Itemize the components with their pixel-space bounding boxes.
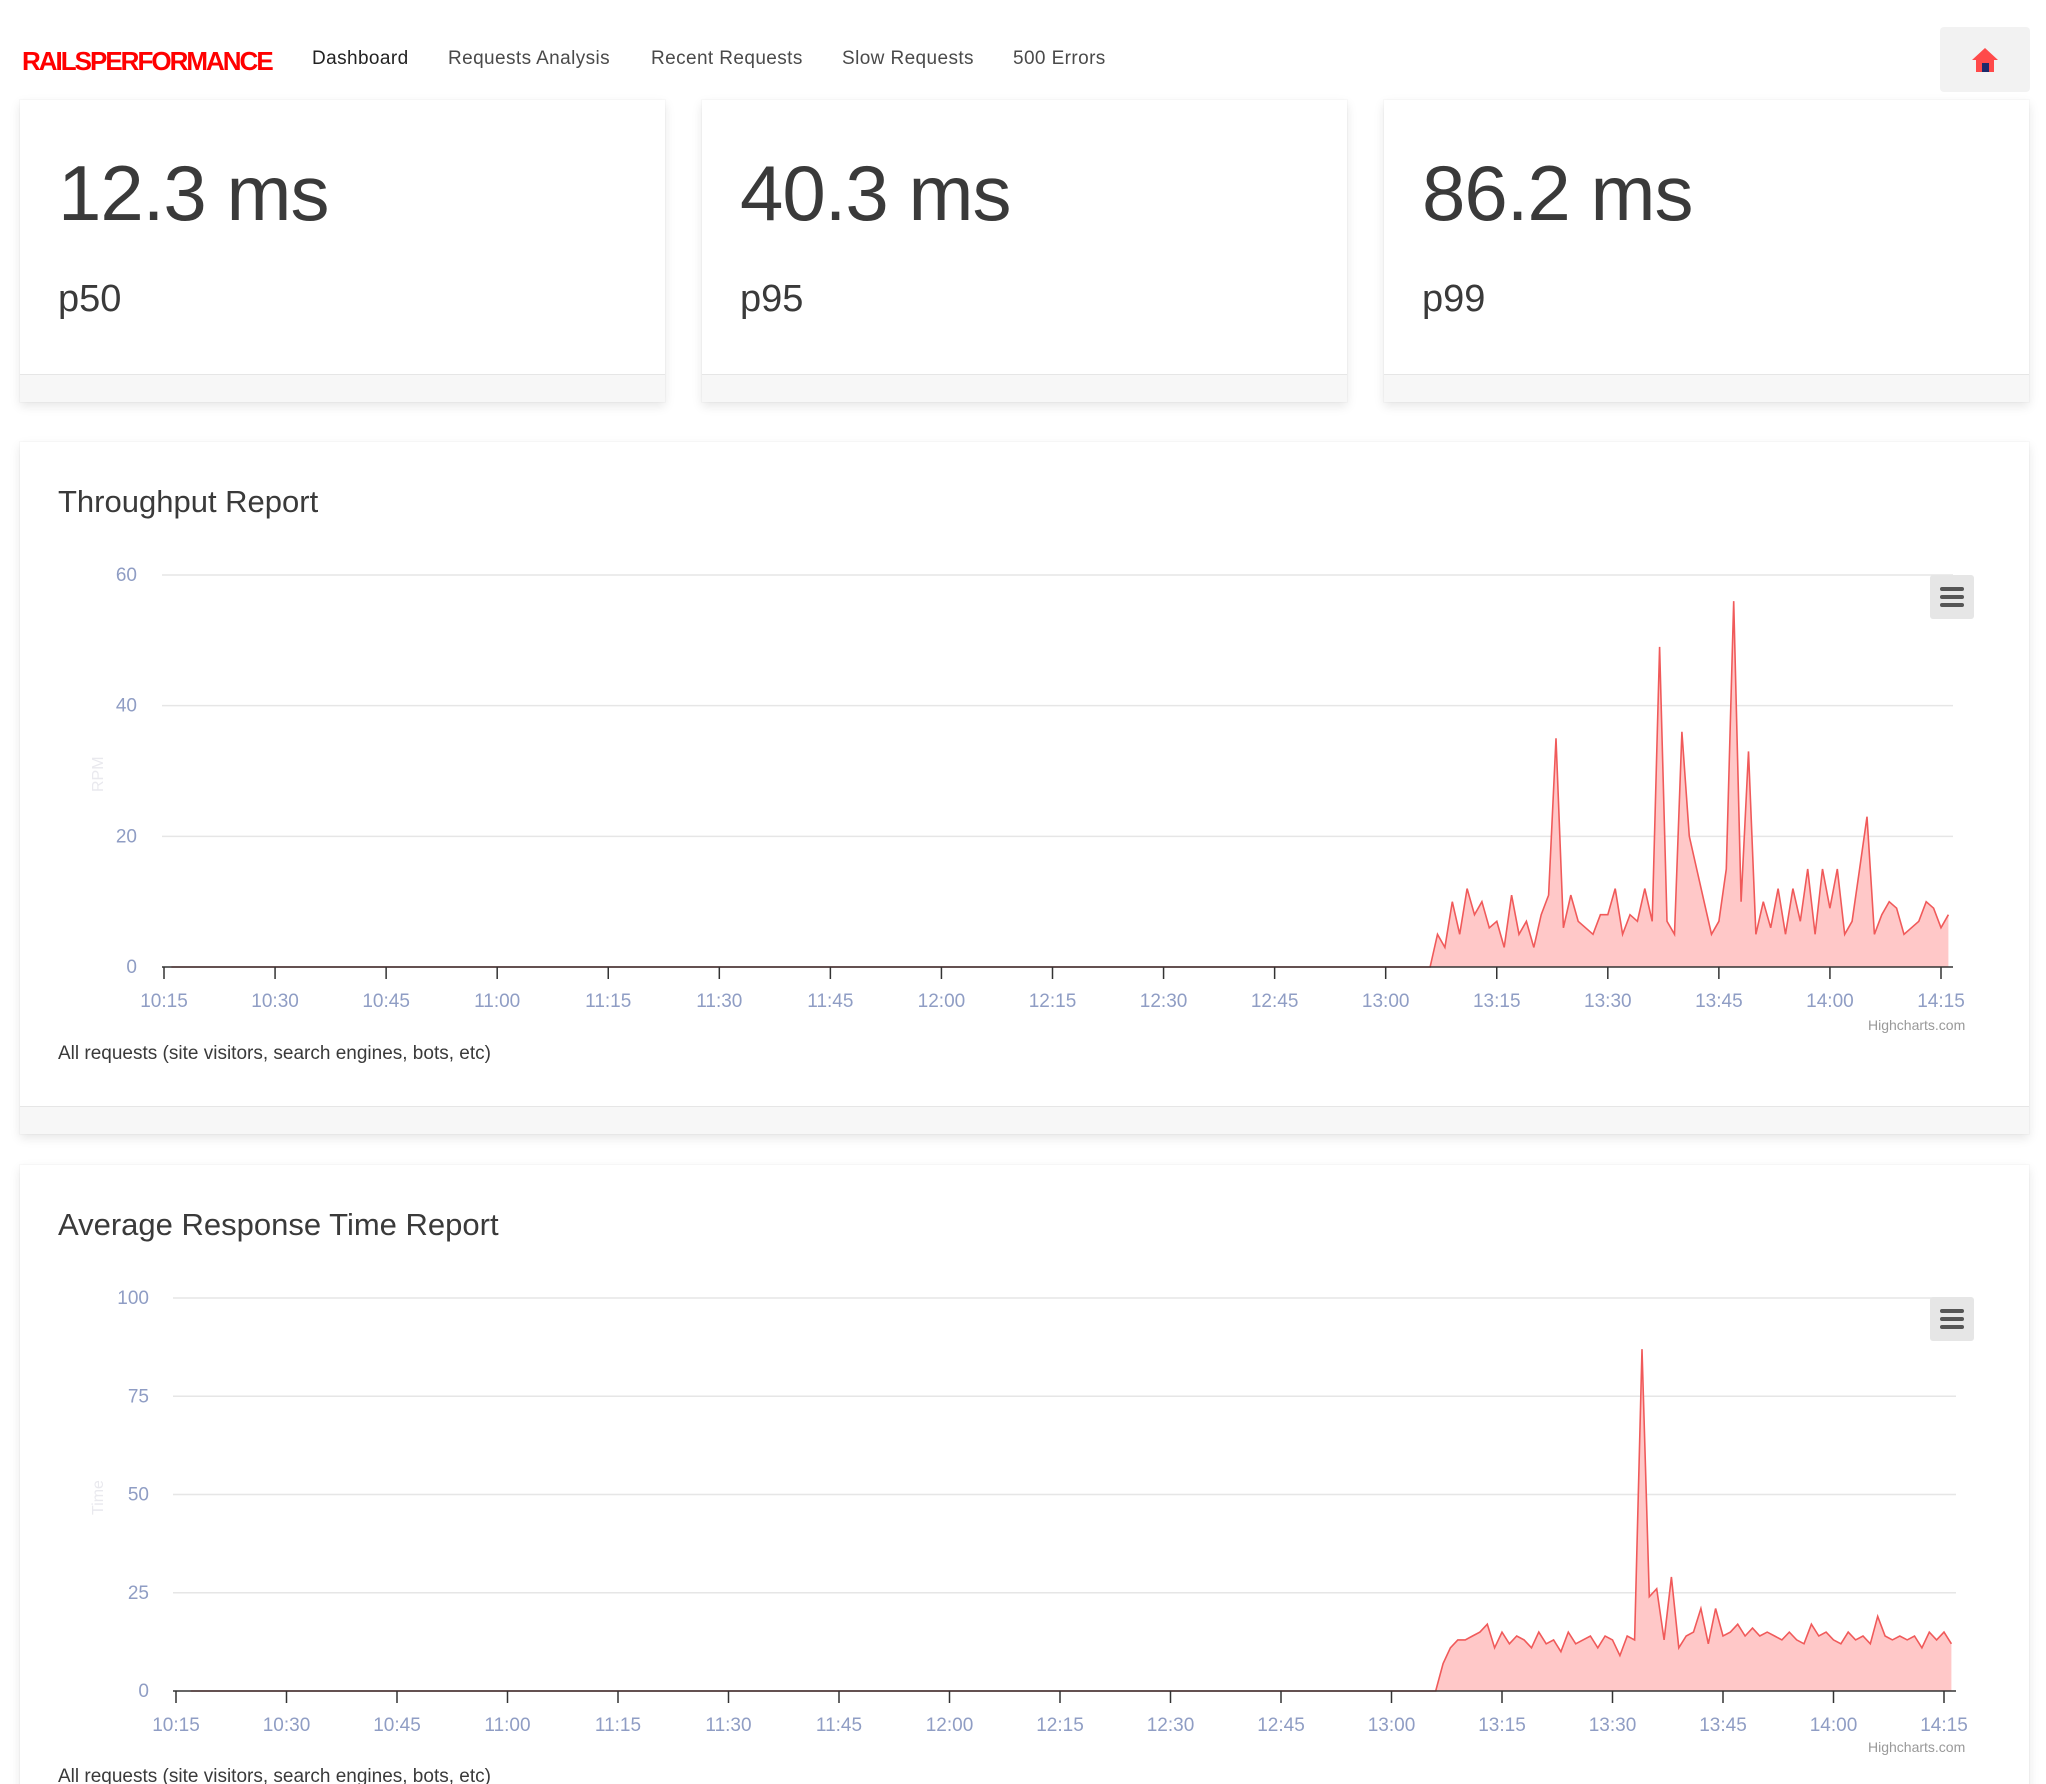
report-caption: All requests (site visitors, search engi… [58, 1043, 491, 1064]
x-tick-label: 12:15 [1029, 991, 1077, 1012]
home-icon [1972, 47, 1998, 72]
response-time-report-card: Average Response Time Report 0 25 50 75 100 1… [20, 1165, 2029, 1784]
menu-icon [1940, 1309, 1964, 1313]
brand-logo[interactable]: RAILSPERFORMANCE [22, 46, 274, 76]
metric-label: p95 [740, 278, 804, 320]
x-tick-label: 13:30 [1584, 991, 1632, 1012]
x-tick-label: 12:00 [926, 1715, 974, 1736]
x-tick-label: 13:30 [1589, 1715, 1637, 1736]
x-tick-label: 11:15 [585, 991, 631, 1012]
x-tick-label: 14:00 [1806, 991, 1854, 1012]
metric-value: 40.3 ms [740, 149, 1011, 237]
x-tick-label: 13:45 [1695, 991, 1743, 1012]
x-tick-label: 11:45 [816, 1715, 862, 1736]
response-time-chart[interactable]: 0 25 50 75 100 10:15 10:30 10:45 11:00 11:15 11:30… [20, 1165, 2029, 1765]
series-area [171, 601, 1949, 967]
x-tick-label: 10:45 [373, 1715, 421, 1736]
card-footer [20, 1106, 2029, 1134]
series-line[interactable] [171, 601, 1950, 968]
nav-recent-requests[interactable]: Recent Requests [651, 48, 803, 69]
x-tick-label: 13:00 [1362, 991, 1410, 1012]
x-tick-label: 10:15 [140, 991, 188, 1012]
report-caption: All requests (site visitors, search engi… [58, 1766, 491, 1784]
menu-icon [1940, 587, 1964, 591]
report-title: Average Response Time Report [58, 1207, 499, 1242]
x-tick-label: 12:30 [1147, 1715, 1195, 1736]
x-tick-label: 11:30 [696, 991, 742, 1012]
chart-credits[interactable]: Highcharts.com [1868, 1017, 1966, 1033]
x-tick-label: 12:45 [1257, 1715, 1305, 1736]
home-button[interactable] [1940, 27, 2030, 92]
series-line[interactable] [190, 1349, 1953, 1692]
y-tick-label: 75 [128, 1386, 149, 1407]
x-tick-label: 13:15 [1478, 1715, 1526, 1736]
metric-value: 12.3 ms [58, 149, 329, 237]
x-tick-label: 13:00 [1368, 1715, 1416, 1736]
report-title: Throughput Report [58, 484, 319, 519]
x-tick-label: 10:15 [152, 1715, 200, 1736]
metric-label: p50 [58, 278, 122, 320]
card-footer [1384, 374, 2029, 402]
throughput-chart[interactable]: 0 20 40 60 10:15 10:30 10:45 11:00 11:15 11:30 11:… [20, 442, 2029, 1072]
x-tick-label: 12:45 [1251, 991, 1299, 1012]
card-footer [702, 374, 1347, 402]
metric-value: 86.2 ms [1422, 149, 1693, 237]
y-axis-title: Time [90, 1480, 107, 1515]
y-axis-title: RPM [90, 756, 107, 792]
x-tick-label: 13:15 [1473, 991, 1521, 1012]
x-tick-label: 12:30 [1140, 991, 1188, 1012]
x-tick-label: 11:00 [484, 1715, 530, 1736]
throughput-report-card: Throughput Report 0 20 40 60 10:15 10:30 10:45… [20, 442, 2029, 1134]
nav-500-errors[interactable]: 500 Errors [1013, 48, 1106, 69]
card-footer [20, 374, 665, 402]
x-tick-label: 11:45 [807, 991, 853, 1012]
x-tick-label: 11:30 [705, 1715, 751, 1736]
nav-dashboard[interactable]: Dashboard [312, 48, 409, 69]
x-tick-label: 11:15 [595, 1715, 641, 1736]
series-area [190, 1349, 1952, 1691]
y-tick-label: 100 [117, 1288, 149, 1309]
metric-card-p50: 12.3 ms p50 [20, 100, 665, 402]
x-tick-label: 10:30 [263, 1715, 311, 1736]
x-tick-label: 12:00 [918, 991, 966, 1012]
x-tick-label: 14:15 [1920, 1715, 1968, 1736]
x-tick-label: 14:00 [1810, 1715, 1858, 1736]
nav-requests-analysis[interactable]: Requests Analysis [448, 48, 611, 69]
y-tick-label: 20 [116, 826, 137, 847]
x-tick-label: 11:00 [474, 991, 520, 1012]
x-tick-label: 10:30 [251, 991, 299, 1012]
y-tick-label: 60 [116, 565, 137, 586]
y-tick-label: 50 [128, 1485, 149, 1506]
x-tick-label: 13:45 [1699, 1715, 1747, 1736]
y-tick-label: 0 [126, 957, 137, 978]
x-tick-label: 14:15 [1917, 991, 1965, 1012]
chart-menu-button[interactable] [1930, 1297, 1974, 1341]
y-tick-label: 40 [116, 696, 137, 717]
chart-credits[interactable]: Highcharts.com [1868, 1739, 1966, 1755]
x-tick-label: 10:45 [362, 991, 410, 1012]
y-tick-label: 0 [138, 1681, 149, 1702]
nav-slow-requests[interactable]: Slow Requests [842, 48, 974, 69]
metric-label: p99 [1422, 278, 1486, 320]
x-tick-label: 12:15 [1036, 1715, 1084, 1736]
metric-card-p99: 86.2 ms p99 [1384, 100, 2029, 402]
metric-card-p95: 40.3 ms p95 [702, 100, 1347, 402]
chart-menu-button[interactable] [1930, 575, 1974, 619]
y-tick-label: 25 [128, 1583, 149, 1604]
